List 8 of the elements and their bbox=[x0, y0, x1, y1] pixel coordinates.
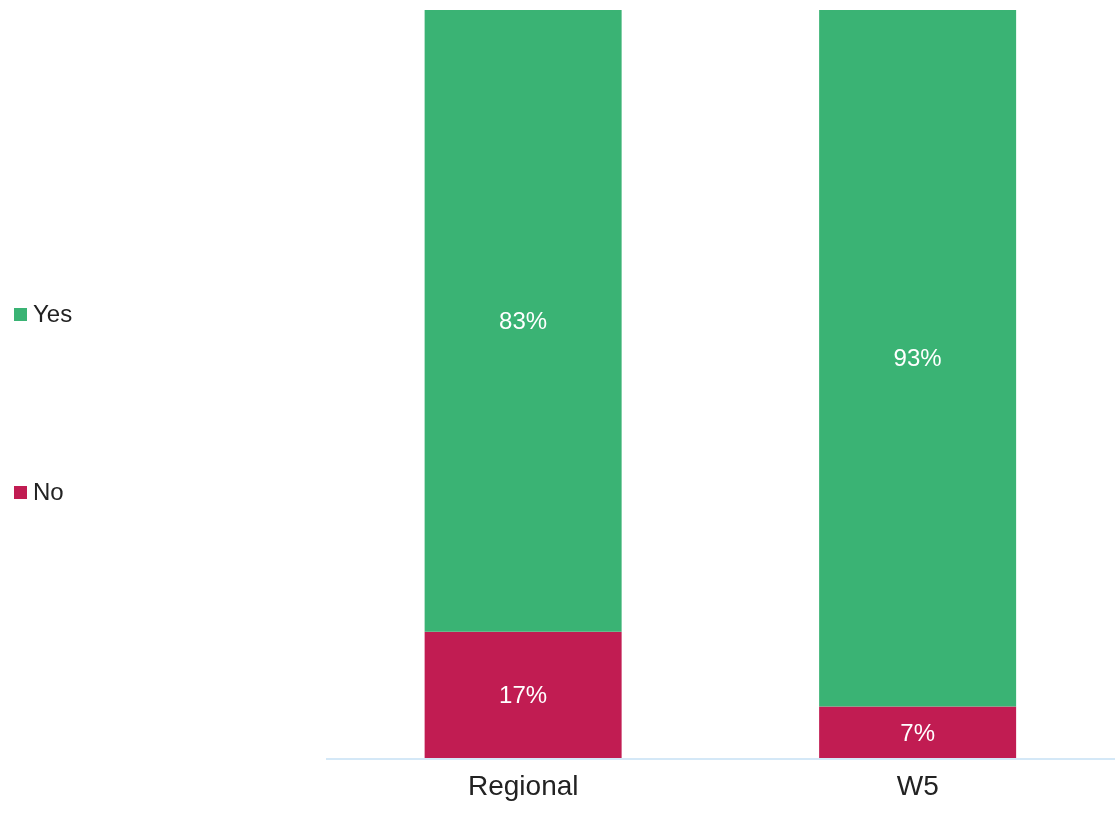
data-label: 83% bbox=[499, 306, 548, 334]
legend-label: No bbox=[33, 478, 64, 506]
legend-label: Yes bbox=[33, 300, 73, 328]
x-tick-label: Regional bbox=[467, 769, 579, 801]
x-tick-label: W5 bbox=[896, 769, 939, 801]
data-label: 17% bbox=[499, 681, 548, 709]
data-label: 7% bbox=[900, 718, 935, 746]
data-label: 93% bbox=[893, 344, 942, 372]
